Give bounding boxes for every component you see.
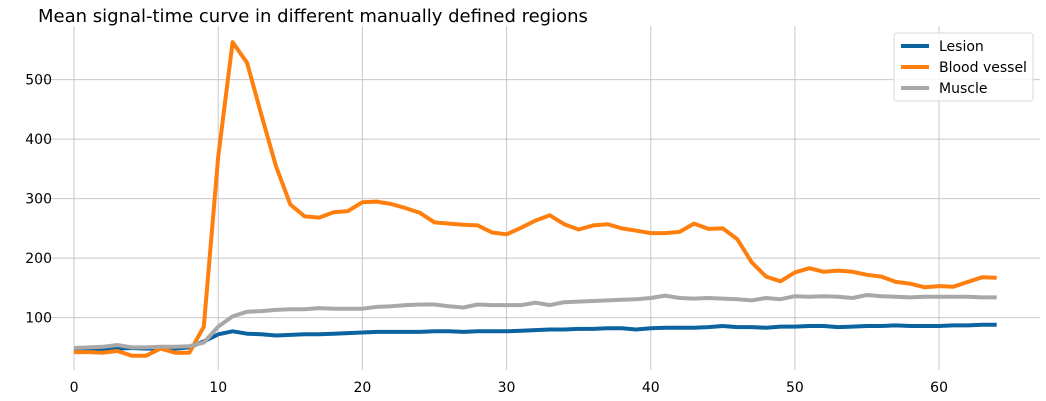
y-tick-label: 400	[25, 132, 52, 148]
chart-title: Mean signal-time curve in different manu…	[38, 6, 588, 27]
legend-label-lesion: Lesion	[939, 39, 984, 55]
series-line-muscle	[73, 293, 997, 350]
y-tick-label: 500	[25, 73, 52, 89]
series-line-blood-vessel	[74, 40, 997, 358]
legend-box	[893, 32, 1034, 102]
legend: Lesion Blood vessel Muscle	[893, 32, 1034, 102]
x-tick-label: 20	[353, 380, 371, 396]
legend-label-muscle: Muscle	[939, 81, 987, 97]
y-tick-label: 100	[25, 311, 52, 327]
legend-label-blood-vessel: Blood vessel	[939, 60, 1027, 76]
x-tick-label: 30	[498, 380, 516, 396]
y-tick-label: 300	[25, 192, 52, 208]
x-tick-label: 50	[786, 380, 804, 396]
x-tick-label: 10	[209, 380, 227, 396]
grid	[38, 26, 1040, 370]
y-tick-label: 200	[25, 251, 52, 267]
tick-labels: 0 10 20 30 40 50 60 100 200 300 400 500	[25, 73, 948, 396]
series-line-lesion	[73, 322, 997, 353]
x-tick-label: 40	[642, 380, 660, 396]
series-lines	[73, 40, 997, 358]
x-tick-label: 0	[70, 380, 79, 396]
x-tick-label: 60	[930, 380, 948, 396]
